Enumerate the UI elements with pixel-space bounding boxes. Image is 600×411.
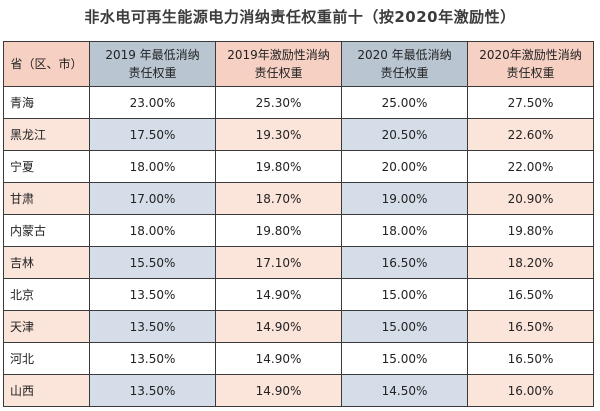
header-2019-incentive: 2019年激励性消纳 责任权重	[215, 41, 342, 87]
header-2020-incentive: 2020年激励性消纳 责任权重	[467, 41, 594, 87]
cell-2019-incentive: 14.90%	[215, 310, 342, 343]
header-label: 2019年激励性消纳 责任权重	[227, 48, 330, 80]
table-row: 北京 13.50% 14.90% 15.00% 16.50%	[3, 278, 594, 311]
cell-2020-incentive: 19.80%	[467, 214, 594, 247]
cell-2019-incentive: 17.10%	[215, 246, 342, 279]
cell-2019-min: 15.50%	[89, 246, 216, 279]
cell-2020-incentive: 16.50%	[467, 310, 594, 343]
table-row: 山西 13.50% 14.90% 14.50% 16.00%	[3, 374, 594, 407]
table-header-row: 省（区、市） 2019 年最低消纳 责任权重 2019年激励性消纳 责任权重 202…	[3, 41, 594, 87]
table-row: 天津 13.50% 14.90% 15.00% 16.50%	[3, 310, 594, 343]
cell-2020-incentive: 16.50%	[467, 342, 594, 375]
cell-2020-incentive: 20.90%	[467, 182, 594, 215]
cell-2020-incentive: 22.00%	[467, 150, 594, 183]
cell-2019-min: 18.00%	[89, 214, 216, 247]
cell-2020-incentive: 18.20%	[467, 246, 594, 279]
cell-2019-incentive: 25.30%	[215, 86, 342, 119]
cell-province: 黑龙江	[3, 118, 90, 151]
table-row: 内蒙古 18.00% 19.80% 18.00% 19.80%	[3, 214, 594, 247]
header-province: 省（区、市）	[3, 41, 90, 87]
header-label: 2020年激励性消纳 责任权重	[479, 48, 582, 80]
table-row: 甘肃 17.00% 18.70% 19.00% 20.90%	[3, 182, 594, 215]
cell-2020-incentive: 27.50%	[467, 86, 594, 119]
cell-2019-incentive: 19.80%	[215, 214, 342, 247]
cell-2019-incentive: 19.80%	[215, 150, 342, 183]
cell-2019-min: 13.50%	[89, 342, 216, 375]
header-2019-min: 2019 年最低消纳 责任权重	[89, 41, 216, 87]
cell-2019-incentive: 14.90%	[215, 342, 342, 375]
cell-2019-min: 17.00%	[89, 182, 216, 215]
cell-2019-incentive: 18.70%	[215, 182, 342, 215]
cell-province: 甘肃	[3, 182, 90, 215]
cell-province: 北京	[3, 278, 90, 311]
cell-2020-min: 20.50%	[341, 118, 468, 151]
cell-2019-incentive: 14.90%	[215, 374, 342, 407]
cell-2019-min: 13.50%	[89, 278, 216, 311]
table-row: 青海 23.00% 25.30% 25.00% 27.50%	[3, 86, 594, 119]
cell-2020-min: 18.00%	[341, 214, 468, 247]
page-title: 非水电可再生能源电力消纳责任权重前十（按2020年激励性）	[84, 8, 516, 26]
cell-2020-min: 14.50%	[341, 374, 468, 407]
weights-table: 省（区、市） 2019 年最低消纳 责任权重 2019年激励性消纳 责任权重 202…	[3, 41, 594, 407]
cell-2020-min: 25.00%	[341, 86, 468, 119]
cell-2020-min: 16.50%	[341, 246, 468, 279]
table-row: 河北 13.50% 14.90% 15.00% 16.50%	[3, 342, 594, 375]
header-label: 2020 年最低消纳 责任权重	[357, 48, 452, 80]
cell-2019-min: 17.50%	[89, 118, 216, 151]
cell-province: 青海	[3, 86, 90, 119]
header-2020-min: 2020 年最低消纳 责任权重	[341, 41, 468, 87]
table-row: 吉林 15.50% 17.10% 16.50% 18.20%	[3, 246, 594, 279]
cell-2020-incentive: 16.00%	[467, 374, 594, 407]
cell-2019-min: 13.50%	[89, 374, 216, 407]
cell-2020-incentive: 22.60%	[467, 118, 594, 151]
cell-province: 吉林	[3, 246, 90, 279]
table-row: 宁夏 18.00% 19.80% 20.00% 22.00%	[3, 150, 594, 183]
header-label: 2019 年最低消纳 责任权重	[105, 48, 200, 80]
cell-2019-min: 18.00%	[89, 150, 216, 183]
cell-province: 天津	[3, 310, 90, 343]
cell-2019-incentive: 19.30%	[215, 118, 342, 151]
cell-2020-min: 15.00%	[341, 278, 468, 311]
cell-province: 山西	[3, 374, 90, 407]
cell-province: 内蒙古	[3, 214, 90, 247]
cell-2020-min: 15.00%	[341, 342, 468, 375]
cell-2019-min: 23.00%	[89, 86, 216, 119]
cell-2020-min: 19.00%	[341, 182, 468, 215]
cell-2020-min: 20.00%	[341, 150, 468, 183]
table-row: 黑龙江 17.50% 19.30% 20.50% 22.60%	[3, 118, 594, 151]
cell-2020-incentive: 16.50%	[467, 278, 594, 311]
cell-2019-incentive: 14.90%	[215, 278, 342, 311]
header-label: 省（区、市）	[10, 57, 83, 71]
cell-province: 河北	[3, 342, 90, 375]
cell-province: 宁夏	[3, 150, 90, 183]
cell-2019-min: 13.50%	[89, 310, 216, 343]
cell-2020-min: 15.00%	[341, 310, 468, 343]
